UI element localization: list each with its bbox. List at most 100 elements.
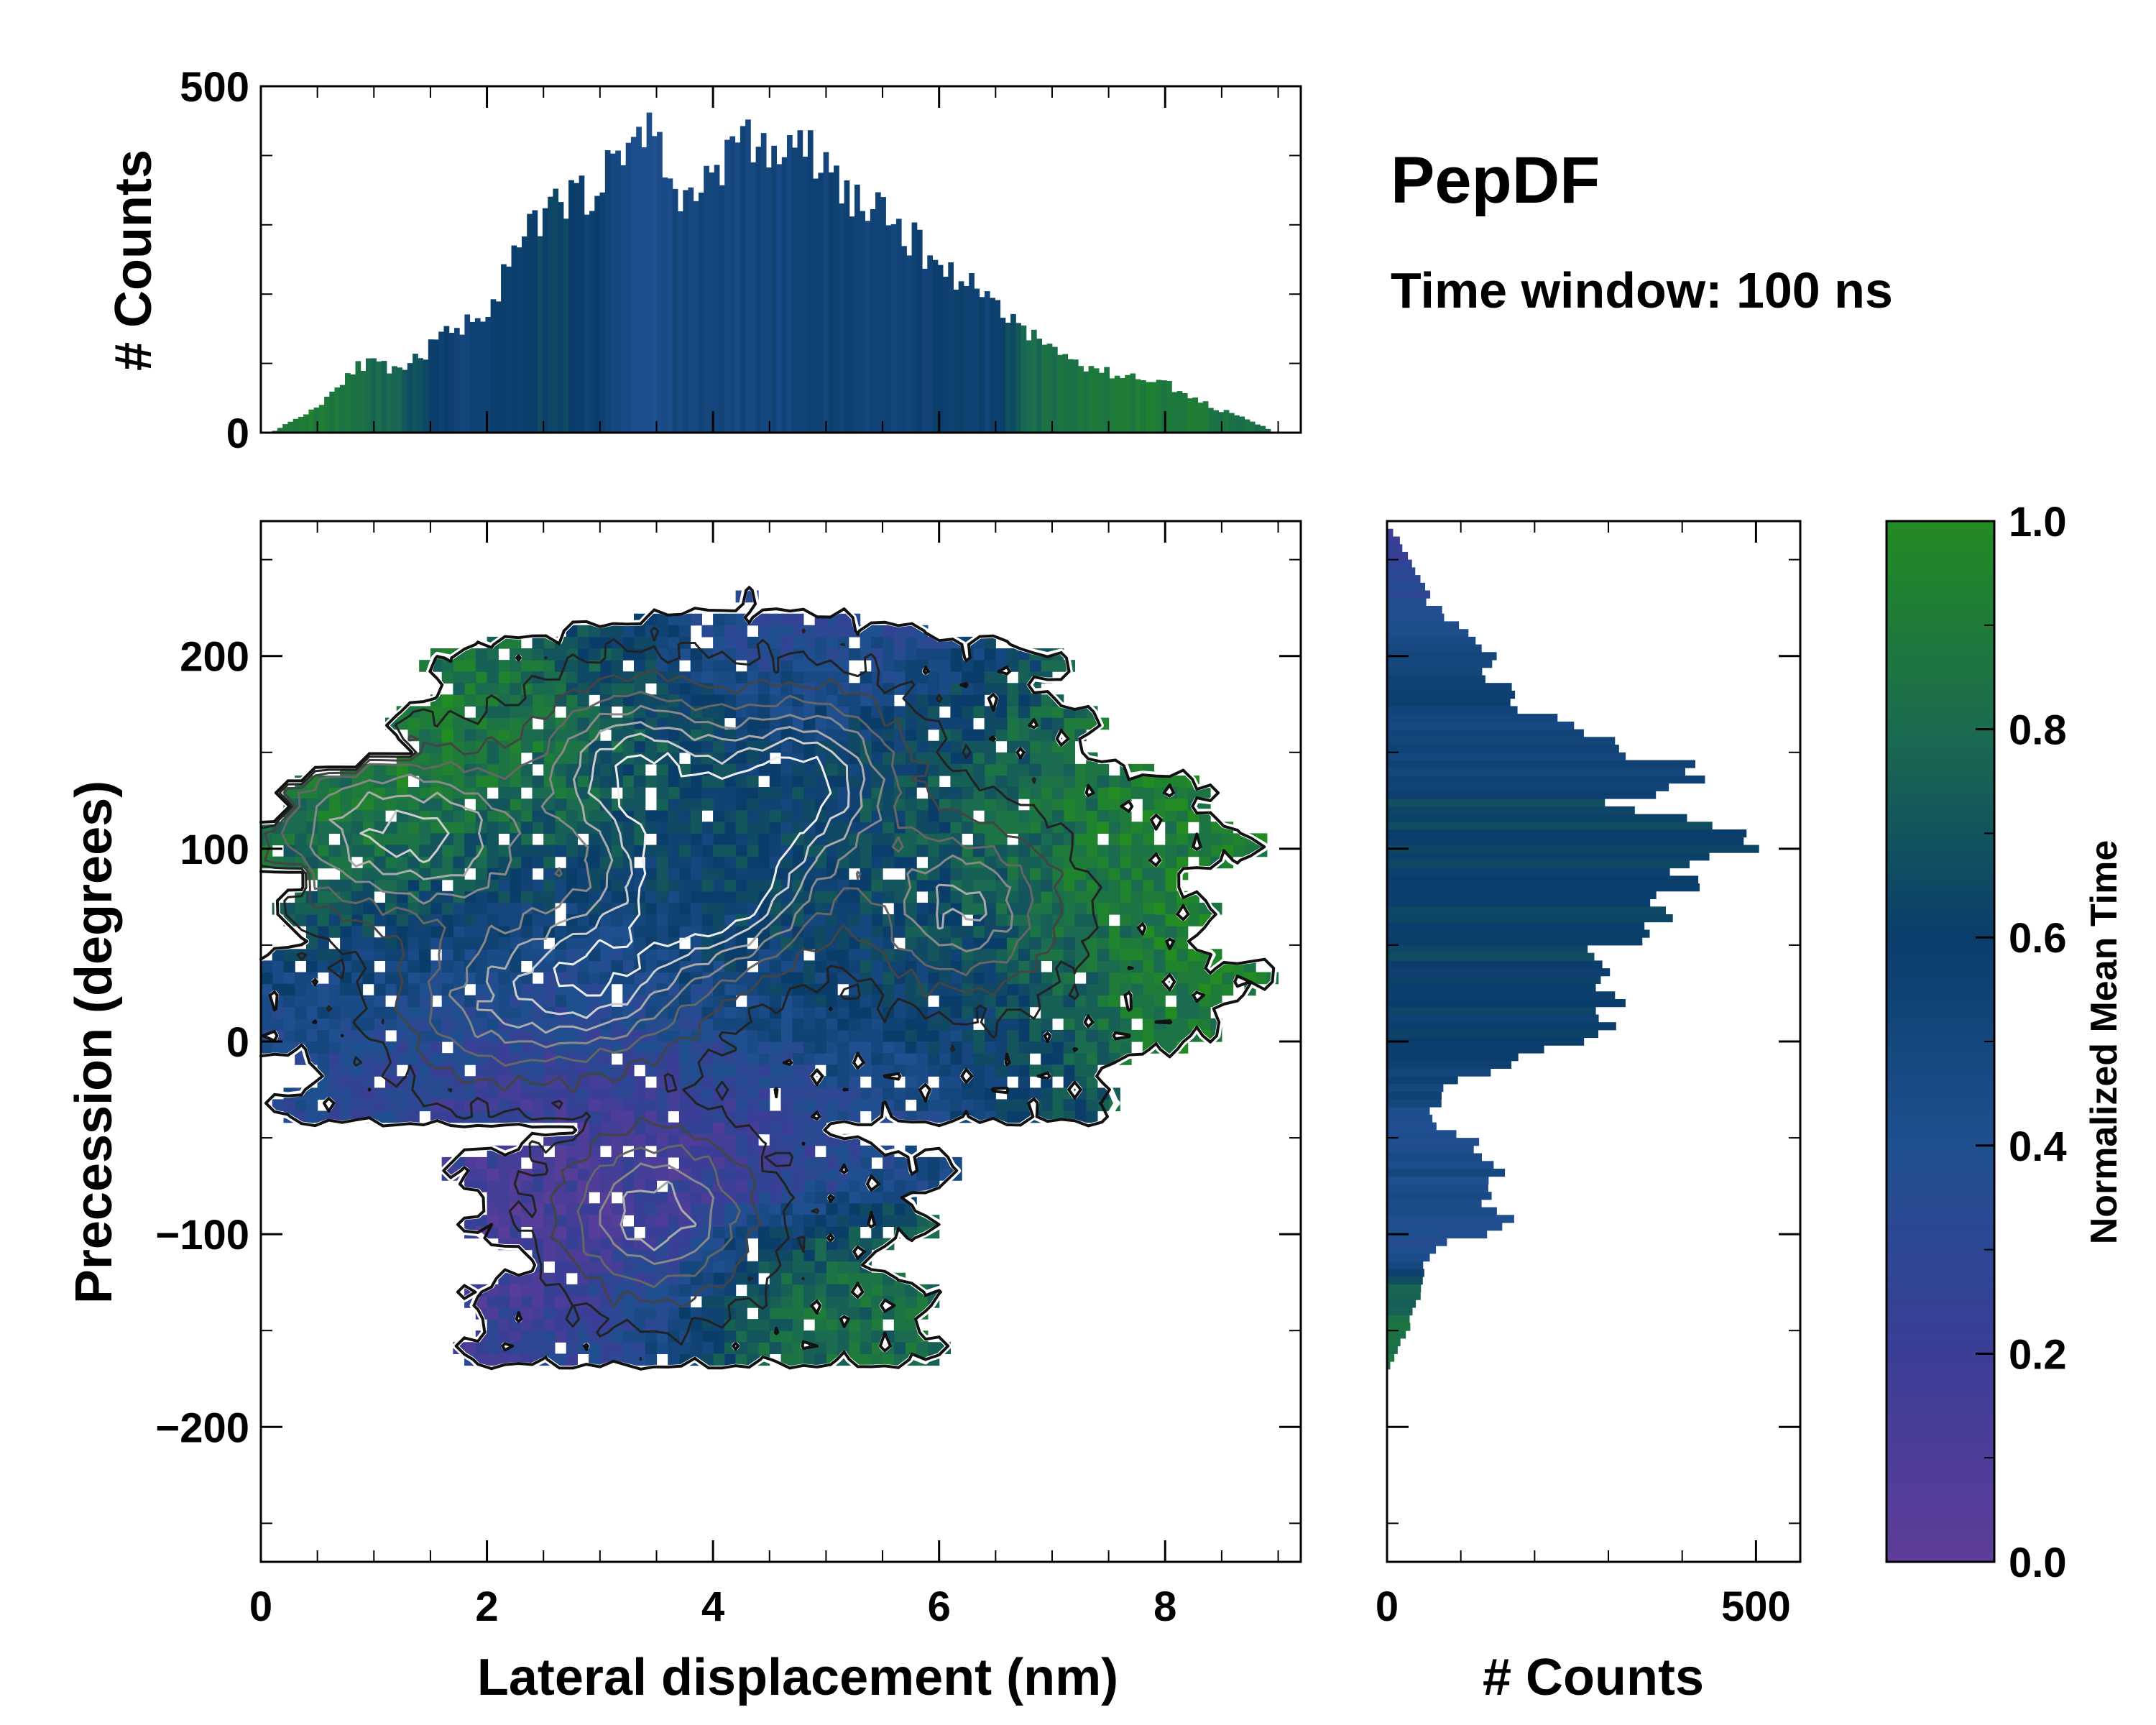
right-histogram-bar (1387, 914, 1673, 923)
heatmap-cell-group (261, 648, 1279, 1366)
right-histogram-bar (1387, 721, 1575, 730)
top-histogram-bar (1208, 408, 1214, 433)
top-histogram-bar (1093, 368, 1100, 433)
top-histogram-bar (516, 247, 522, 433)
top-histogram-bar (620, 165, 627, 433)
top-histogram-bar (1052, 346, 1058, 433)
top-histogram-bar (292, 418, 299, 433)
right-histogram-bar (1387, 921, 1645, 930)
top-histogram-bar (734, 142, 741, 433)
top-histogram-bar (402, 369, 408, 433)
right-histogram-bar (1387, 860, 1690, 869)
top-histogram-bar (1161, 380, 1167, 433)
top-histogram-bar (771, 145, 777, 433)
right-histogram-bar (1387, 752, 1626, 760)
right-histogram-bar (1387, 636, 1476, 645)
top-histogram-bar (1156, 380, 1162, 433)
top-histogram-bar (1260, 426, 1266, 433)
top-histogram-bar (823, 152, 829, 433)
right-histogram-bar (1387, 1353, 1395, 1362)
top-histogram-panel: 0 500 # Counts (105, 64, 1302, 457)
top-histogram-bar (324, 396, 330, 433)
top-histogram-bar (1213, 410, 1219, 433)
top-histogram-bar (1109, 378, 1115, 433)
right-histogram-bar (1387, 1022, 1616, 1031)
right-histogram-bar (1387, 1176, 1489, 1184)
top-histogram-bar (1166, 381, 1172, 433)
top-histogram-bar (553, 188, 559, 433)
top-histogram-bar (413, 354, 418, 433)
right-histogram-bar (1387, 1307, 1413, 1316)
top-histogram-bar (1015, 323, 1021, 433)
top-histogram-bar (1130, 373, 1136, 433)
heatmap-cell-group (261, 648, 1268, 1054)
top-histogram-bar (1078, 366, 1084, 433)
right-histogram-bar (1387, 1246, 1437, 1254)
top-histogram-bar (766, 167, 772, 433)
top-histogram-bar (678, 211, 683, 433)
top-histogram-bar (448, 333, 455, 433)
y-tick-label: 100 (180, 827, 249, 873)
top-histogram-bar (464, 314, 471, 433)
top-histogram-bar (418, 358, 423, 433)
top-histogram-bar (1036, 339, 1042, 433)
top-histogram-bar (339, 385, 346, 433)
top-histogram-bar (1141, 380, 1146, 433)
right-histogram-bar (1387, 1199, 1482, 1208)
top-histogram-bar (729, 136, 736, 433)
right-histogram-bar (1387, 1091, 1442, 1100)
top-histogram-bar (646, 112, 653, 433)
right-histogram-bar (1387, 559, 1412, 568)
top-histogram-bar (760, 133, 767, 433)
top-histogram-bar (334, 387, 341, 433)
right-histogram-panel: 0 500 # Counts (1376, 520, 1802, 1706)
right-histogram-bar (1387, 1161, 1494, 1169)
right-histogram-bar (1387, 1338, 1401, 1347)
top-histogram-bar (371, 358, 377, 433)
top-histogram-bar (397, 367, 403, 433)
top-histogram-bar (318, 405, 325, 433)
top-histogram-bar (433, 339, 439, 433)
right-histogram-bar (1387, 621, 1460, 630)
top-histogram-bar (1021, 325, 1027, 433)
top-histogram-ticks: 0 500 (180, 64, 1301, 457)
top-histogram-bar (329, 391, 335, 433)
top-histogram-bar (1120, 378, 1125, 433)
top-histogram-bar (568, 180, 574, 433)
top-histogram-ylabel: # Counts (105, 150, 162, 371)
contour-line (259, 586, 1276, 1371)
right-histogram-bar (1387, 551, 1409, 561)
top-histogram-bar (282, 424, 288, 433)
right-histogram-bar (1387, 906, 1666, 915)
right-histogram-bar (1387, 837, 1744, 845)
top-histogram-bar (885, 225, 892, 433)
top-histogram-bar (797, 130, 803, 433)
top-histogram-bar (563, 218, 569, 433)
right-histogram-bar (1387, 952, 1595, 961)
top-histogram-bar (1171, 392, 1178, 433)
top-histogram-bar (454, 328, 460, 433)
right-histogram-bar (1387, 667, 1483, 676)
top-histogram-bar (381, 361, 387, 433)
right-histogram-bar (1387, 691, 1516, 699)
top-histogram-bar (1192, 397, 1198, 433)
top-histogram-bar (1255, 424, 1261, 433)
right-histogram-bar (1387, 714, 1558, 722)
top-histogram-bar (548, 196, 553, 433)
right-histogram-bar (1387, 891, 1657, 899)
right-histogram-bar (1387, 1284, 1422, 1293)
top-histogram-bar (969, 273, 975, 433)
right-histogram-bar (1387, 582, 1425, 591)
x-tick-label: 0 (249, 1583, 272, 1630)
right-histogram-bar (1387, 629, 1469, 638)
right-histogram-bar (1387, 814, 1687, 822)
top-histogram-bar (360, 371, 367, 433)
right-histogram-bar (1387, 968, 1611, 977)
heatmap-cell-group (261, 590, 951, 1366)
top-histogram-bar (839, 203, 844, 433)
top-histogram-bar (459, 334, 465, 433)
x-axis-label: Lateral displacement (nm) (477, 1649, 1118, 1706)
right-histogram-bar (1387, 791, 1657, 799)
right-histogram-bar (1387, 1122, 1437, 1131)
right-histogram-bar (1387, 806, 1635, 815)
